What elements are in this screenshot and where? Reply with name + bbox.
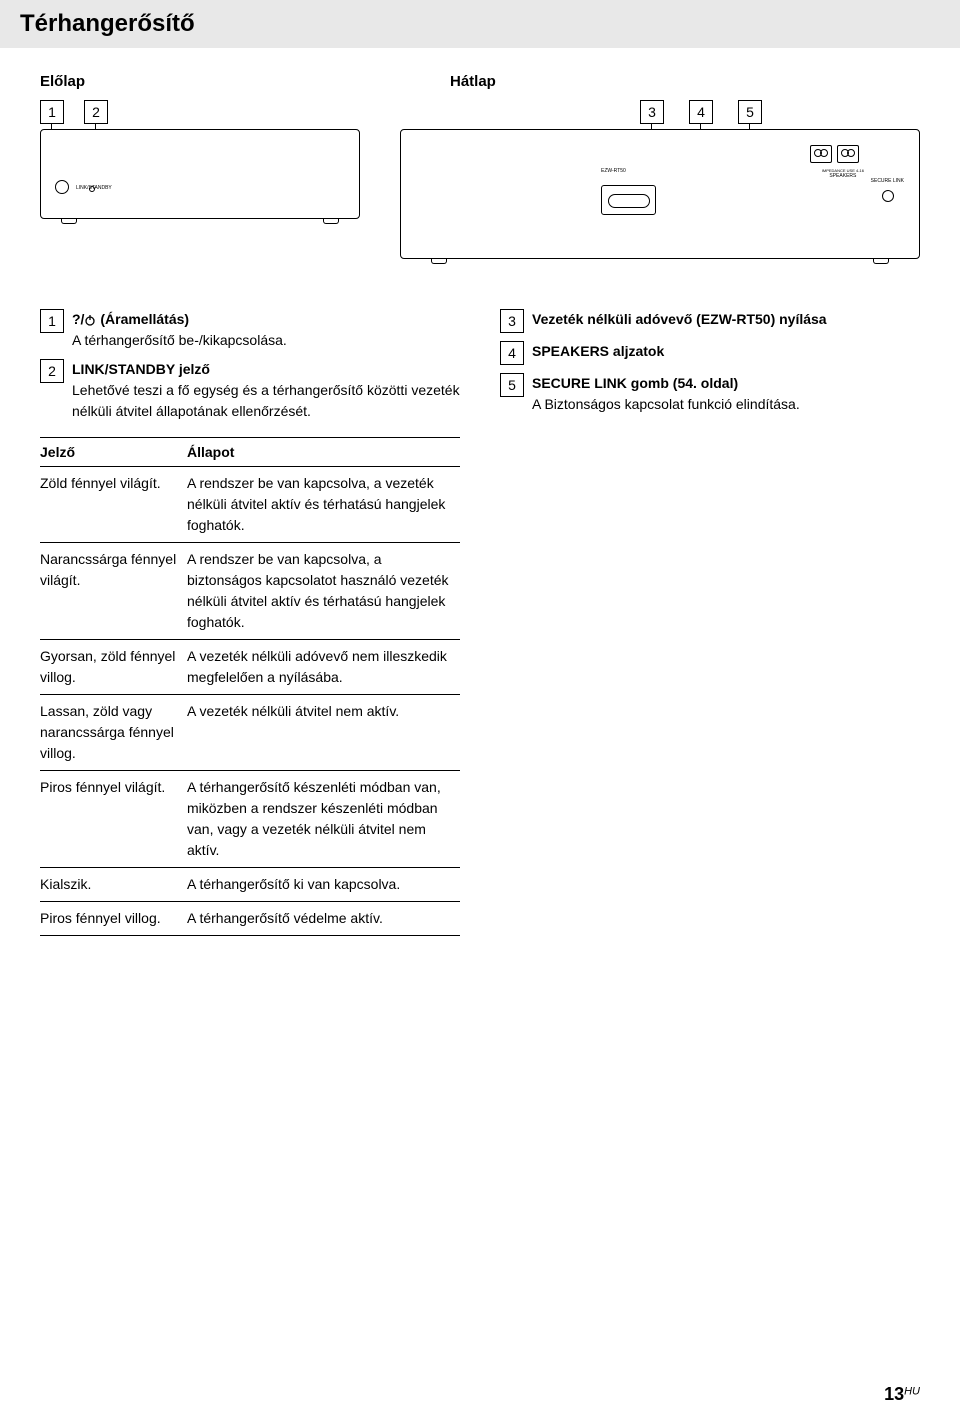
label-back: Hátlap	[450, 73, 496, 90]
item-4: 4 SPEAKERS aljzatok	[500, 341, 920, 365]
label-front: Előlap	[40, 73, 320, 90]
power-symbol-icon: ?/	[72, 311, 84, 327]
table-row: Piros fénnyel villog.A térhangerősítő vé…	[40, 902, 460, 936]
callout-2: 2	[84, 100, 108, 124]
diagram-row: LINK/STANDBY IMPEDANCE USE 4-16 SPEAKERS…	[0, 129, 960, 259]
item-2-body: Lehetővé teszi a fő egység és a térhange…	[72, 382, 460, 419]
status-table: Jelző Állapot Zöld fénnyel világít.A ren…	[40, 437, 460, 936]
secure-link-button-icon	[882, 190, 894, 202]
table-row: Gyorsan, zöld fénnyel villog.A vezeték n…	[40, 640, 460, 695]
foot-icon	[323, 218, 339, 224]
foot-icon	[431, 258, 447, 264]
table-row: Lassan, zöld vagy narancssárga fénnyel v…	[40, 695, 460, 771]
item-5-body: A Biztonságos kapcsolat funkció elindítá…	[532, 396, 800, 412]
callout-5-ref: 5	[500, 373, 524, 397]
table-row: Piros fénnyel világít.A térhangerősítő k…	[40, 771, 460, 868]
speaker-jacks-icon	[810, 145, 859, 163]
item-2: 2 LINK/STANDBY jelző Lehetővé teszi a fő…	[40, 359, 460, 422]
item-5: 5 SECURE LINK gomb (54. oldal) A Biztons…	[500, 373, 920, 415]
back-panel: IMPEDANCE USE 4-16 SPEAKERS EZW-RT50 SEC…	[400, 129, 920, 259]
table-row: Narancssárga fénnyel világít.A rendszer …	[40, 543, 460, 640]
page-footer: 13HU	[884, 1384, 920, 1405]
callout-3: 3	[640, 100, 664, 124]
back-label-secure: SECURE LINK	[871, 178, 904, 184]
callout-row: 1 2 3 4 5	[0, 100, 960, 124]
page-lang: HU	[904, 1385, 920, 1397]
diagram-labels: Előlap Hátlap	[0, 73, 960, 90]
table-row: Kialszik.A térhangerősítő ki van kapcsol…	[40, 868, 460, 902]
foot-icon	[873, 258, 889, 264]
back-label-speakers: IMPEDANCE USE 4-16 SPEAKERS	[822, 168, 864, 179]
item-3-title: Vezeték nélküli adóvevő (EZW-RT50) nyílá…	[532, 311, 827, 327]
front-panel: LINK/STANDBY	[40, 129, 360, 219]
table-header-status: Állapot	[187, 438, 460, 467]
item-4-title: SPEAKERS aljzatok	[532, 343, 664, 359]
callout-5: 5	[738, 100, 762, 124]
column-right: 3 Vezeték nélküli adóvevő (EZW-RT50) nyí…	[500, 309, 920, 936]
callout-2-ref: 2	[40, 359, 64, 383]
diagram-front: LINK/STANDBY	[40, 129, 360, 219]
speaker-jack-icon	[837, 145, 859, 163]
item-3: 3 Vezeték nélküli adóvevő (EZW-RT50) nyí…	[500, 309, 920, 333]
power-inlet-icon	[601, 185, 656, 215]
page-title: Térhangerősítő	[20, 10, 940, 38]
table-header-indicator: Jelző	[40, 438, 187, 467]
diagram-back: IMPEDANCE USE 4-16 SPEAKERS EZW-RT50 SEC…	[400, 129, 920, 259]
link-led-icon	[89, 186, 95, 192]
page-number: 13	[884, 1384, 904, 1404]
callout-4: 4	[689, 100, 713, 124]
column-left: 1 ?/ (Áramellátás) A térhangerősítő be-/…	[40, 309, 460, 936]
power-button-icon	[55, 180, 69, 194]
title-bar: Térhangerősítő	[0, 0, 960, 48]
item-1-title: ?/ (Áramellátás)	[72, 311, 189, 327]
content-columns: 1 ?/ (Áramellátás) A térhangerősítő be-/…	[0, 309, 960, 936]
item-1: 1 ?/ (Áramellátás) A térhangerősítő be-/…	[40, 309, 460, 351]
callout-1: 1	[40, 100, 64, 124]
status-table-body: Zöld fénnyel világít.A rendszer be van k…	[40, 467, 460, 936]
table-row: Zöld fénnyel világít.A rendszer be van k…	[40, 467, 460, 543]
foot-icon	[61, 218, 77, 224]
item-5-title: SECURE LINK gomb (54. oldal)	[532, 375, 738, 391]
speaker-jack-icon	[810, 145, 832, 163]
item-2-title: LINK/STANDBY jelző	[72, 361, 210, 377]
callout-4-ref: 4	[500, 341, 524, 365]
callout-3-ref: 3	[500, 309, 524, 333]
back-label-ezw: EZW-RT50	[601, 168, 626, 174]
callout-1-ref: 1	[40, 309, 64, 333]
item-1-body: A térhangerősítő be-/kikapcsolása.	[72, 332, 287, 348]
